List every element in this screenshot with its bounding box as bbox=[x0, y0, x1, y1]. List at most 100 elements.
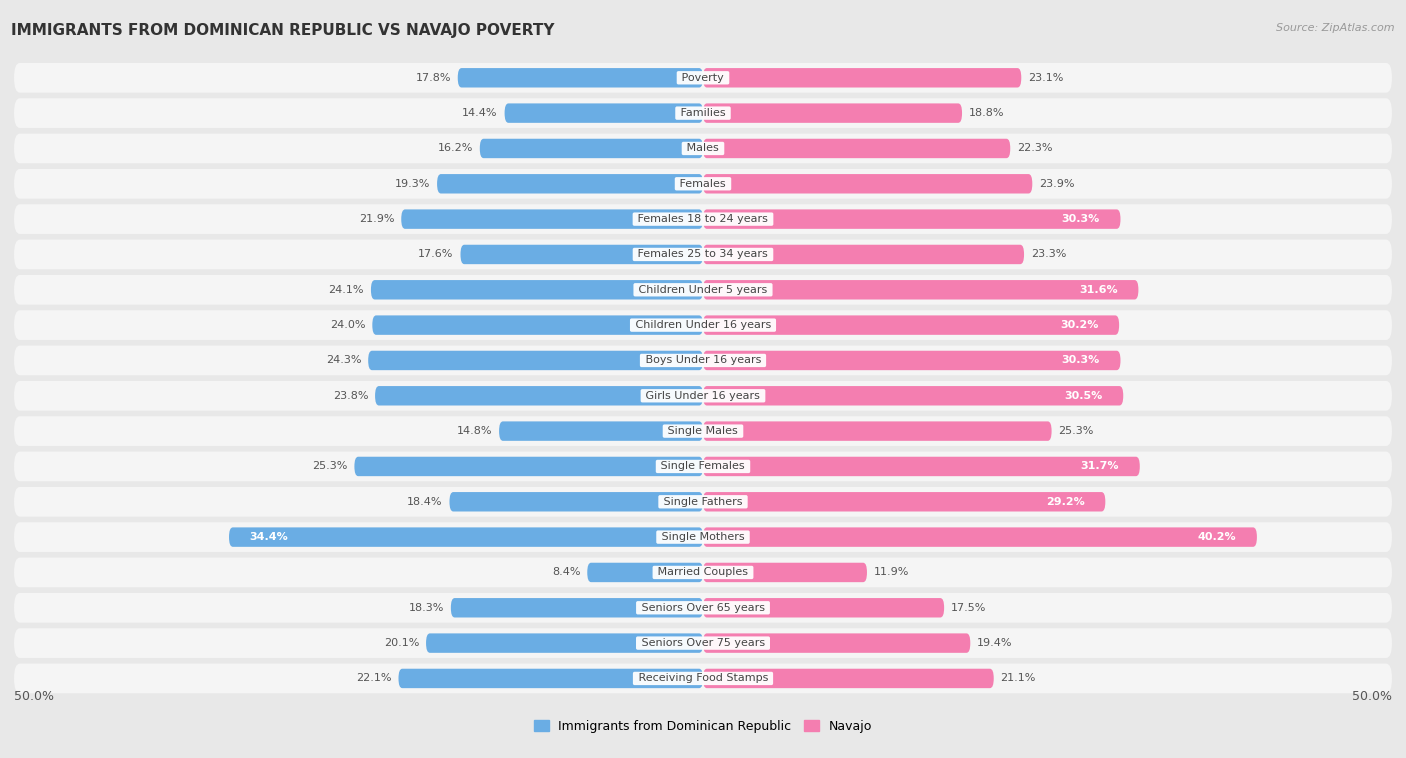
FancyBboxPatch shape bbox=[703, 457, 1140, 476]
FancyBboxPatch shape bbox=[703, 386, 1123, 406]
Text: Females 25 to 34 years: Females 25 to 34 years bbox=[634, 249, 772, 259]
Text: 18.8%: 18.8% bbox=[969, 108, 1004, 118]
Text: 30.3%: 30.3% bbox=[1062, 214, 1099, 224]
FancyBboxPatch shape bbox=[479, 139, 703, 158]
Text: IMMIGRANTS FROM DOMINICAN REPUBLIC VS NAVAJO POVERTY: IMMIGRANTS FROM DOMINICAN REPUBLIC VS NA… bbox=[11, 23, 555, 38]
Text: Receiving Food Stamps: Receiving Food Stamps bbox=[634, 673, 772, 684]
FancyBboxPatch shape bbox=[373, 315, 703, 335]
FancyBboxPatch shape bbox=[375, 386, 703, 406]
FancyBboxPatch shape bbox=[703, 68, 1021, 87]
Text: 19.3%: 19.3% bbox=[395, 179, 430, 189]
FancyBboxPatch shape bbox=[14, 663, 1392, 694]
Text: 23.3%: 23.3% bbox=[1031, 249, 1066, 259]
Text: Single Fathers: Single Fathers bbox=[659, 496, 747, 507]
FancyBboxPatch shape bbox=[14, 275, 1392, 305]
Text: 24.1%: 24.1% bbox=[329, 285, 364, 295]
Text: Children Under 5 years: Children Under 5 years bbox=[636, 285, 770, 295]
Text: 40.2%: 40.2% bbox=[1198, 532, 1236, 542]
Text: 14.8%: 14.8% bbox=[457, 426, 492, 436]
FancyBboxPatch shape bbox=[14, 169, 1392, 199]
FancyBboxPatch shape bbox=[505, 103, 703, 123]
Text: Poverty: Poverty bbox=[678, 73, 728, 83]
FancyBboxPatch shape bbox=[14, 416, 1392, 446]
FancyBboxPatch shape bbox=[14, 593, 1392, 622]
Text: 18.4%: 18.4% bbox=[408, 496, 443, 507]
Text: Single Females: Single Females bbox=[658, 462, 748, 471]
Text: 24.0%: 24.0% bbox=[330, 320, 366, 330]
FancyBboxPatch shape bbox=[588, 562, 703, 582]
FancyBboxPatch shape bbox=[398, 669, 703, 688]
Text: 29.2%: 29.2% bbox=[1046, 496, 1084, 507]
Text: 30.3%: 30.3% bbox=[1062, 356, 1099, 365]
Text: 8.4%: 8.4% bbox=[553, 568, 581, 578]
FancyBboxPatch shape bbox=[14, 452, 1392, 481]
FancyBboxPatch shape bbox=[426, 634, 703, 653]
Text: Married Couples: Married Couples bbox=[654, 568, 752, 578]
Text: Children Under 16 years: Children Under 16 years bbox=[631, 320, 775, 330]
Text: 22.3%: 22.3% bbox=[1017, 143, 1053, 153]
Text: Girls Under 16 years: Girls Under 16 years bbox=[643, 391, 763, 401]
Text: 11.9%: 11.9% bbox=[875, 568, 910, 578]
FancyBboxPatch shape bbox=[703, 103, 962, 123]
FancyBboxPatch shape bbox=[499, 421, 703, 441]
Text: Single Males: Single Males bbox=[665, 426, 741, 436]
FancyBboxPatch shape bbox=[14, 487, 1392, 517]
FancyBboxPatch shape bbox=[14, 346, 1392, 375]
FancyBboxPatch shape bbox=[14, 310, 1392, 340]
Text: 19.4%: 19.4% bbox=[977, 638, 1012, 648]
Text: 25.3%: 25.3% bbox=[312, 462, 347, 471]
Text: 18.3%: 18.3% bbox=[409, 603, 444, 612]
FancyBboxPatch shape bbox=[401, 209, 703, 229]
Text: 24.3%: 24.3% bbox=[326, 356, 361, 365]
FancyBboxPatch shape bbox=[451, 598, 703, 618]
FancyBboxPatch shape bbox=[703, 492, 1105, 512]
Text: 17.6%: 17.6% bbox=[418, 249, 454, 259]
Text: 16.2%: 16.2% bbox=[437, 143, 472, 153]
Text: Single Mothers: Single Mothers bbox=[658, 532, 748, 542]
Legend: Immigrants from Dominican Republic, Navajo: Immigrants from Dominican Republic, Nava… bbox=[529, 715, 877, 738]
FancyBboxPatch shape bbox=[703, 562, 868, 582]
FancyBboxPatch shape bbox=[229, 528, 703, 547]
Text: 23.9%: 23.9% bbox=[1039, 179, 1074, 189]
FancyBboxPatch shape bbox=[703, 139, 1011, 158]
Text: 50.0%: 50.0% bbox=[14, 691, 53, 703]
FancyBboxPatch shape bbox=[703, 174, 1032, 193]
Text: 31.7%: 31.7% bbox=[1081, 462, 1119, 471]
FancyBboxPatch shape bbox=[703, 421, 1052, 441]
Text: 22.1%: 22.1% bbox=[356, 673, 392, 684]
FancyBboxPatch shape bbox=[14, 381, 1392, 411]
FancyBboxPatch shape bbox=[703, 351, 1121, 370]
FancyBboxPatch shape bbox=[437, 174, 703, 193]
FancyBboxPatch shape bbox=[703, 528, 1257, 547]
FancyBboxPatch shape bbox=[703, 245, 1024, 265]
Text: 17.8%: 17.8% bbox=[415, 73, 451, 83]
FancyBboxPatch shape bbox=[14, 63, 1392, 92]
Text: 17.5%: 17.5% bbox=[950, 603, 987, 612]
Text: 50.0%: 50.0% bbox=[1353, 691, 1392, 703]
FancyBboxPatch shape bbox=[368, 351, 703, 370]
FancyBboxPatch shape bbox=[14, 133, 1392, 163]
Text: 30.5%: 30.5% bbox=[1064, 391, 1102, 401]
Text: Females 18 to 24 years: Females 18 to 24 years bbox=[634, 214, 772, 224]
FancyBboxPatch shape bbox=[14, 99, 1392, 128]
FancyBboxPatch shape bbox=[458, 68, 703, 87]
FancyBboxPatch shape bbox=[703, 669, 994, 688]
Text: 30.2%: 30.2% bbox=[1060, 320, 1098, 330]
Text: 23.1%: 23.1% bbox=[1028, 73, 1063, 83]
Text: 25.3%: 25.3% bbox=[1059, 426, 1094, 436]
Text: Females: Females bbox=[676, 179, 730, 189]
FancyBboxPatch shape bbox=[14, 522, 1392, 552]
Text: Source: ZipAtlas.com: Source: ZipAtlas.com bbox=[1277, 23, 1395, 33]
FancyBboxPatch shape bbox=[703, 280, 1139, 299]
Text: Families: Families bbox=[676, 108, 730, 118]
Text: 14.4%: 14.4% bbox=[463, 108, 498, 118]
FancyBboxPatch shape bbox=[354, 457, 703, 476]
FancyBboxPatch shape bbox=[461, 245, 703, 265]
FancyBboxPatch shape bbox=[371, 280, 703, 299]
FancyBboxPatch shape bbox=[703, 315, 1119, 335]
Text: 21.1%: 21.1% bbox=[1001, 673, 1036, 684]
FancyBboxPatch shape bbox=[450, 492, 703, 512]
Text: Seniors Over 65 years: Seniors Over 65 years bbox=[638, 603, 768, 612]
FancyBboxPatch shape bbox=[14, 628, 1392, 658]
Text: 20.1%: 20.1% bbox=[384, 638, 419, 648]
